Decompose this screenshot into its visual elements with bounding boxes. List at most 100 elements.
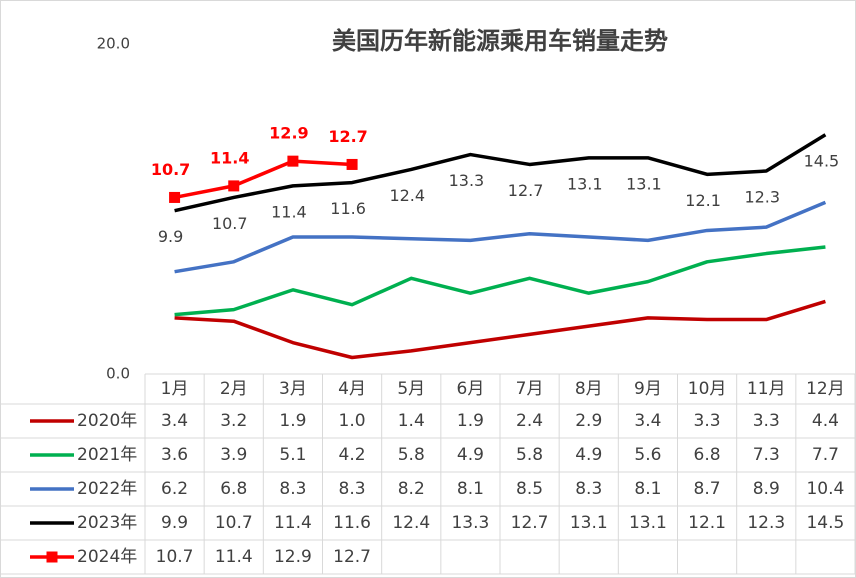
marker xyxy=(346,158,358,170)
table-cell: 5.1 xyxy=(279,445,306,465)
table-cell: 12.9 xyxy=(274,547,312,567)
table-cell: 3.3 xyxy=(694,411,721,431)
series-line xyxy=(174,133,827,213)
data-label: 12.7 xyxy=(328,127,367,146)
x-tick-label: 11月 xyxy=(747,379,786,399)
legend-label: 2022年 xyxy=(77,479,137,499)
data-label: 14.5 xyxy=(804,151,840,170)
table-cell: 3.6 xyxy=(161,445,188,465)
data-label: 12.3 xyxy=(744,188,780,207)
series-line xyxy=(174,299,826,360)
data-label: 12.4 xyxy=(389,186,425,205)
data-label: 12.1 xyxy=(685,191,721,210)
data-label: 13.1 xyxy=(626,174,662,193)
table-cell: 8.7 xyxy=(694,479,721,499)
data-label: 10.7 xyxy=(212,214,248,233)
table-cell: 13.1 xyxy=(629,513,667,533)
table-cell: 3.2 xyxy=(220,411,247,431)
table-cell: 1.9 xyxy=(279,411,306,431)
series-line xyxy=(174,159,353,200)
series-line xyxy=(174,200,827,274)
table-cell: 13.1 xyxy=(570,513,608,533)
marker xyxy=(287,155,299,167)
y-tick-label: 20.0 xyxy=(97,35,130,53)
data-label: 9.9 xyxy=(158,227,183,246)
data-label: 11.4 xyxy=(271,202,307,221)
x-tick-label: 7月 xyxy=(516,379,544,399)
table-cell: 7.3 xyxy=(753,445,780,465)
table-cell: 6.8 xyxy=(220,479,247,499)
table-cell: 2.4 xyxy=(516,411,543,431)
table-cell: 8.3 xyxy=(279,479,306,499)
table-cell: 10.4 xyxy=(806,479,844,499)
table-cell: 7.7 xyxy=(812,445,839,465)
x-tick-label: 4月 xyxy=(338,379,366,399)
data-label: 10.7 xyxy=(151,160,190,179)
legend-marker xyxy=(46,551,58,563)
table-cell: 11.6 xyxy=(333,513,371,533)
table-cell: 11.4 xyxy=(274,513,312,533)
legend-label: 2024年 xyxy=(77,547,137,567)
legend-label: 2020年 xyxy=(77,411,137,431)
marker xyxy=(169,191,181,203)
table-cell: 12.4 xyxy=(392,513,430,533)
y-tick-label: 0.0 xyxy=(106,365,130,383)
x-tick-label: 5月 xyxy=(397,379,425,399)
table-cell: 6.2 xyxy=(161,479,188,499)
x-tick-label: 6月 xyxy=(457,379,485,399)
table-cell: 10.7 xyxy=(156,547,194,567)
table-cell: 5.8 xyxy=(516,445,543,465)
legend-label: 2021年 xyxy=(77,445,137,465)
table-cell: 3.9 xyxy=(220,445,247,465)
data-label: 13.1 xyxy=(567,174,603,193)
table-cell: 4.9 xyxy=(575,445,602,465)
table-cell: 4.4 xyxy=(812,411,839,431)
chart-title: 美国历年新能源乘用车销量走势 xyxy=(332,27,668,55)
table-cell: 1.9 xyxy=(457,411,484,431)
data-label: 12.9 xyxy=(269,124,308,143)
table-cell: 8.5 xyxy=(516,479,543,499)
table-cell: 3.3 xyxy=(753,411,780,431)
table-cell: 11.4 xyxy=(215,547,253,567)
x-tick-label: 3月 xyxy=(279,379,307,399)
table-cell: 2.9 xyxy=(575,411,602,431)
table-cell: 8.3 xyxy=(339,479,366,499)
data-label: 11.6 xyxy=(330,199,366,218)
table-cell: 10.7 xyxy=(215,513,253,533)
table-cell: 3.4 xyxy=(161,411,188,431)
x-tick-label: 12月 xyxy=(806,379,845,399)
table-cell: 6.8 xyxy=(694,445,721,465)
data-label: 11.4 xyxy=(210,148,249,167)
data-label: 13.3 xyxy=(449,171,485,190)
x-tick-label: 2月 xyxy=(220,379,248,399)
table-cell: 13.3 xyxy=(451,513,489,533)
series-line xyxy=(174,245,826,317)
table-cell: 8.9 xyxy=(753,479,780,499)
table-cell: 5.6 xyxy=(634,445,661,465)
x-tick-label: 1月 xyxy=(161,379,189,399)
table-cell: 8.3 xyxy=(575,479,602,499)
table-cell: 8.2 xyxy=(398,479,425,499)
table-cell: 4.2 xyxy=(339,445,366,465)
data-label: 12.7 xyxy=(508,181,544,200)
table-cell: 4.9 xyxy=(457,445,484,465)
table-cell: 12.1 xyxy=(688,513,726,533)
marker xyxy=(228,180,240,192)
table-cell: 8.1 xyxy=(634,479,661,499)
legend-label: 2023年 xyxy=(77,513,137,533)
table-cell: 1.0 xyxy=(339,411,366,431)
table-cell: 1.4 xyxy=(398,411,425,431)
table-cell: 9.9 xyxy=(161,513,188,533)
table-cell: 3.4 xyxy=(634,411,661,431)
x-tick-label: 10月 xyxy=(688,379,727,399)
table-cell: 12.3 xyxy=(747,513,785,533)
table-cell: 12.7 xyxy=(511,513,549,533)
x-tick-label: 9月 xyxy=(634,379,662,399)
table-cell: 14.5 xyxy=(806,513,844,533)
table-cell: 8.1 xyxy=(457,479,484,499)
table-cell: 5.8 xyxy=(398,445,425,465)
table-cell: 12.7 xyxy=(333,547,371,567)
x-tick-label: 8月 xyxy=(575,379,603,399)
